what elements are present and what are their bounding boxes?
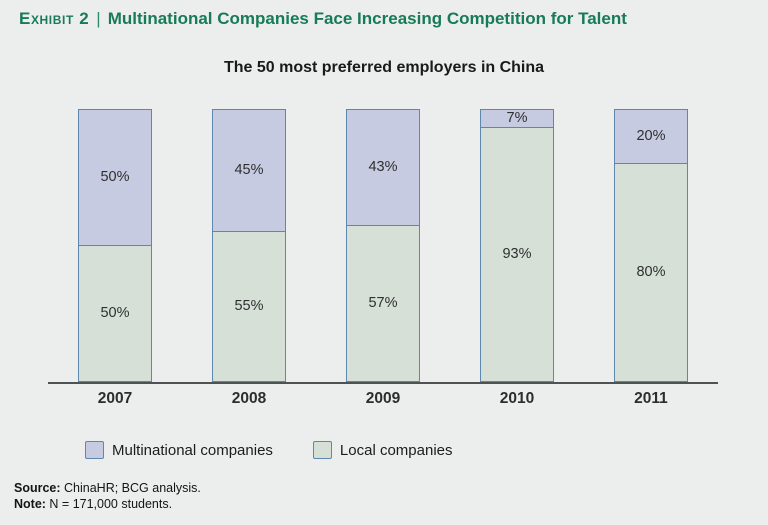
x-axis-labels: 2007 2008 2009 2010 2011 xyxy=(48,390,718,408)
source-label: Source: xyxy=(14,481,61,495)
source-line: Source: ChinaHR; BCG analysis. xyxy=(14,480,201,496)
chart-title: The 50 most preferred employers in China xyxy=(223,59,545,76)
segment-value-label: 43% xyxy=(368,159,398,176)
bar-2010: 7% 93% xyxy=(480,109,554,382)
year-label-2007: 2007 xyxy=(97,390,133,407)
bar-2009: 43% 57% xyxy=(346,109,420,382)
segment-local-companies: 55% xyxy=(212,231,286,382)
segment-value-label: 57% xyxy=(368,295,398,312)
segment-value-label: 50% xyxy=(100,169,130,185)
exhibit-headline: Multinational Companies Face Increasing … xyxy=(107,9,627,28)
legend-item-local-companies: Local companies xyxy=(312,441,453,459)
note-label: Note: xyxy=(14,497,46,511)
stacked-bar-chart: 50% 50% 45% 55% 43% 57% 7% 93% 20% 80% xyxy=(48,109,718,384)
segment-local-companies: 80% xyxy=(614,163,688,382)
year-label-2010: 2010 xyxy=(499,390,535,407)
legend-item-multinational-companies: Multinational companies xyxy=(85,441,273,459)
legend-label: Multinational companies xyxy=(112,441,273,459)
segment-local-companies: 50% xyxy=(78,245,152,382)
footer-notes: Source: ChinaHR; BCG analysis. Note: N =… xyxy=(14,480,201,512)
bar-2008: 45% 55% xyxy=(212,109,286,382)
bar-2007: 50% 50% xyxy=(78,109,152,382)
year-label-2008: 2008 xyxy=(231,390,267,407)
segment-value-label: 45% xyxy=(234,162,264,179)
segment-value-label: 20% xyxy=(636,128,666,145)
exhibit-number-label: Exhibit 2 xyxy=(19,9,90,28)
segment-value-label: 93% xyxy=(502,246,532,263)
segment-value-label: 7% xyxy=(506,110,528,127)
segment-local-companies: 57% xyxy=(346,226,420,382)
exhibit-separator: | xyxy=(96,9,101,28)
segment-value-label: 55% xyxy=(234,298,264,315)
year-label-2009: 2009 xyxy=(365,390,401,407)
segment-multinational-companies: 7% xyxy=(480,109,554,129)
segment-multinational-companies: 43% xyxy=(346,109,420,227)
source-text: ChinaHR; BCG analysis. xyxy=(60,481,201,495)
legend-label: Local companies xyxy=(339,441,453,459)
chart-legend: Multinational companies Local companies xyxy=(85,441,453,459)
segment-value-label: 50% xyxy=(100,305,130,321)
exhibit-header: Exhibit 2 | Multinational Companies Face I… xyxy=(19,9,758,29)
segment-local-companies: 93% xyxy=(480,128,554,382)
note-line: Note: N = 171,000 students. xyxy=(14,496,201,512)
segment-value-label: 80% xyxy=(636,264,666,281)
segment-multinational-companies: 50% xyxy=(78,109,152,246)
legend-swatch xyxy=(312,441,332,459)
segment-multinational-companies: 20% xyxy=(614,109,688,164)
note-text: N = 171,000 students. xyxy=(45,497,173,511)
bar-2011: 20% 80% xyxy=(614,109,688,382)
year-label-2011: 2011 xyxy=(634,390,668,407)
legend-swatch xyxy=(85,441,104,459)
segment-multinational-companies: 45% xyxy=(212,109,286,232)
